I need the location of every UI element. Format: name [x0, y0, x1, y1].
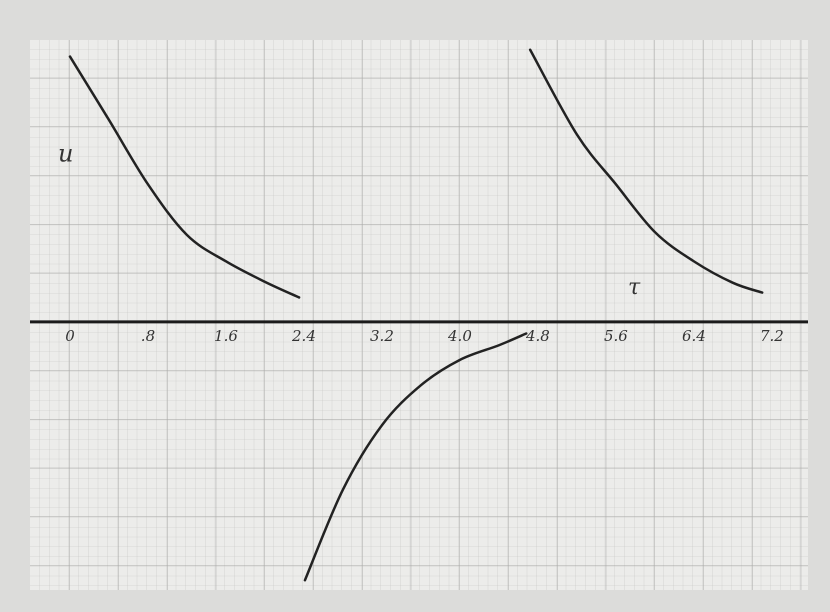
x-tick-label: 6.4 — [682, 327, 706, 345]
page: u τ 0.81.62.43.24.04.85.66.47.2 (() => {… — [0, 0, 830, 612]
x-tick-label: .8 — [141, 327, 155, 345]
x-tick-label: 1.6 — [214, 327, 238, 345]
x-tick-label: 7.2 — [760, 327, 784, 345]
x-tick-label: 5.6 — [604, 327, 628, 345]
y-axis-label: u — [58, 140, 73, 168]
major-grid — [30, 40, 808, 590]
x-tick-label: 4.8 — [525, 327, 550, 345]
x-axis-label: τ — [628, 275, 641, 300]
chart: u τ 0 .8 1.6 2.4 3.2 4.0 4.8 5.6 6.4 7.2 — [0, 0, 830, 612]
x-tick-label: 4.0 — [447, 327, 472, 345]
x-tick-label: 2.4 — [291, 327, 316, 345]
x-tick-label: 0 — [65, 327, 75, 345]
x-tick-label: 3.2 — [370, 327, 394, 345]
